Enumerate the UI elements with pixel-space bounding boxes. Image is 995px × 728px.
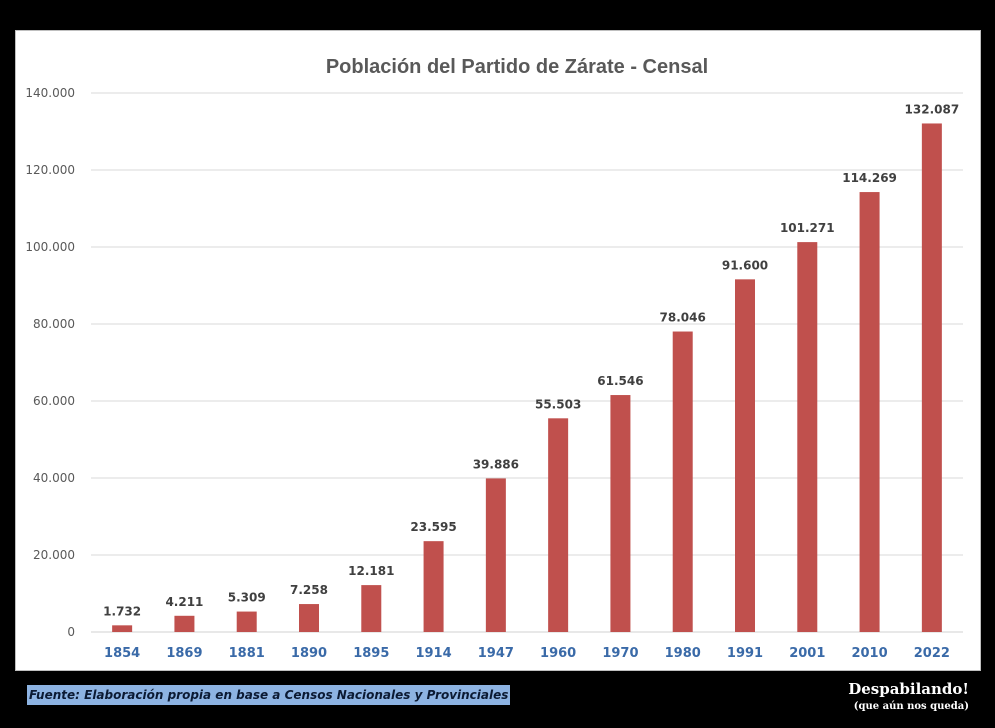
data-labels: 1.732 4.211 5.309 7.258 12.181 23.595 39.886 55…: [103, 102, 959, 618]
y-tick-label: 0: [67, 625, 75, 639]
x-tick-label: 2001: [789, 646, 825, 661]
y-tick-label: 120.000: [25, 163, 75, 177]
bar: [548, 418, 569, 632]
x-tick-label: 1914: [415, 646, 451, 661]
x-tick-label: 1947: [478, 646, 514, 661]
data-label: 5.309: [228, 591, 266, 605]
y-tick-label: 20.000: [33, 548, 75, 562]
brand-tagline: (que aún nos queda): [853, 701, 969, 712]
data-label: 4.211: [165, 595, 203, 609]
x-tick-label: 2022: [914, 646, 950, 661]
bar: [112, 625, 133, 632]
y-tick-label: 60.000: [33, 394, 75, 408]
bar: [423, 541, 444, 632]
y-axis-labels: 0 20.000 40.000 60.000 80.000 100.000 120.000 1…: [25, 86, 75, 639]
data-label: 101.271: [780, 221, 835, 235]
x-tick-label: 1980: [665, 646, 701, 661]
y-tick-label: 100.000: [25, 240, 75, 254]
bar: [797, 242, 818, 633]
bar: [735, 279, 755, 632]
chart-title: Población del Partido de Zárate - Censal: [326, 56, 708, 78]
x-tick-label: 2010: [851, 646, 887, 661]
data-label: 23.595: [410, 520, 456, 534]
x-tick-label: 1854: [104, 646, 140, 661]
data-label: 78.046: [660, 311, 706, 325]
x-tick-label: 1970: [602, 646, 638, 661]
data-label: 61.546: [597, 374, 643, 388]
data-label: 132.087: [905, 102, 960, 116]
x-tick-label: 1869: [166, 646, 202, 661]
bar: [610, 395, 631, 632]
bar-chart: Población del Partido de Zárate - Censal…: [25, 56, 963, 661]
x-tick-label: 1991: [727, 646, 763, 661]
bars: [112, 123, 942, 633]
bar: [236, 611, 257, 632]
bar: [921, 123, 942, 632]
data-label: 12.181: [348, 564, 394, 578]
x-axis-labels: 1854 1869 1881 1890 1895 1914 1947 1960 1970 1980…: [104, 646, 950, 661]
x-tick-label: 1890: [291, 646, 327, 661]
bar: [672, 331, 693, 632]
brand-name: Despabilando!: [848, 680, 969, 698]
data-label: 55.503: [535, 397, 581, 411]
y-tick-label: 80.000: [33, 317, 75, 331]
brand-signature: Despabilando! (que aún nos queda): [848, 680, 969, 716]
bar: [361, 585, 382, 632]
y-tick-label: 140.000: [25, 86, 75, 100]
data-label: 91.600: [722, 258, 768, 272]
x-tick-label: 1895: [353, 646, 389, 661]
y-tick-label: 40.000: [33, 471, 75, 485]
data-label: 114.269: [842, 171, 897, 185]
gridlines: [91, 92, 963, 633]
data-label: 1.732: [103, 604, 141, 618]
source-note: Fuente: Elaboración propia en base a Cen…: [27, 685, 511, 705]
data-label: 39.886: [473, 457, 519, 471]
x-tick-label: 1881: [229, 646, 265, 661]
bar: [485, 478, 506, 632]
chart-panel: Población del Partido de Zárate - Censal…: [15, 30, 981, 671]
bar: [299, 604, 319, 632]
bar: [174, 615, 195, 632]
data-label: 7.258: [290, 583, 328, 597]
bar: [859, 192, 880, 633]
x-tick-label: 1960: [540, 646, 576, 661]
